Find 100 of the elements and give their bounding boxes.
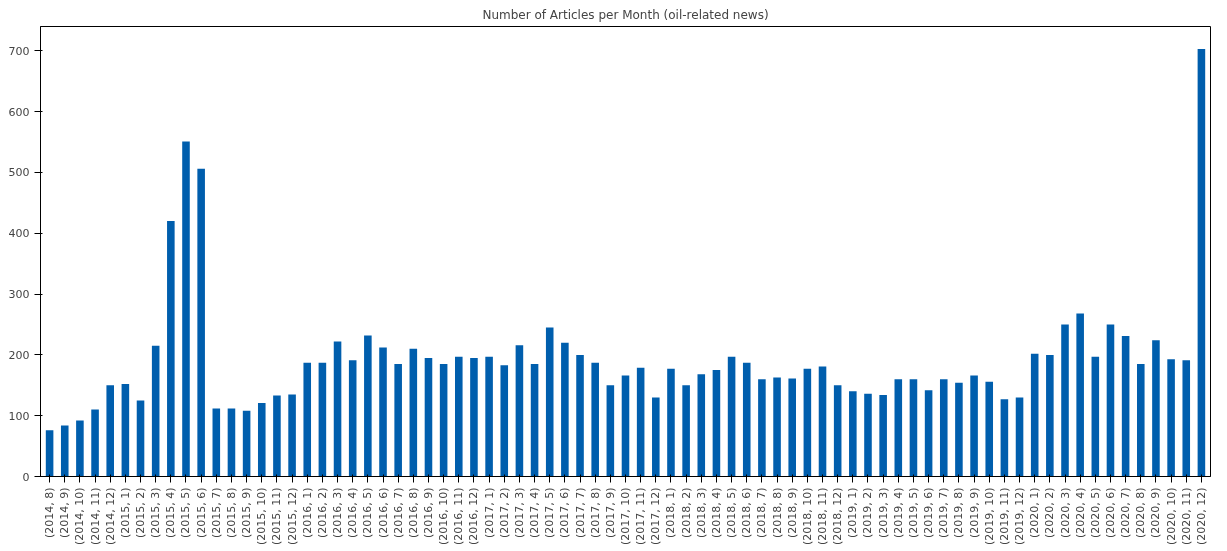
x-tick-label: (2020, 11) [1179,487,1193,546]
bar [1152,340,1160,477]
bar [545,327,554,477]
bar [485,356,493,477]
bar [849,391,857,477]
bar [1182,360,1191,477]
bar [197,168,205,477]
bar [318,362,327,477]
bar [788,378,796,477]
bar [60,425,69,477]
bar [1061,324,1069,477]
x-tick-label: (2016, 10) [437,487,451,546]
bar [636,367,645,477]
y-tick-label: 0 [22,470,30,484]
x-tick-label: (2018, 5) [725,487,739,539]
x-tick-label: (2017, 11) [634,487,648,546]
chart-title: Number of Articles per Month (oil-related news) [482,7,769,22]
bar [121,384,130,477]
x-tick-label: (2014, 8) [43,487,57,539]
x-tick-label: (2019, 10) [982,487,996,546]
x-tick-label: (2016, 6) [376,487,390,539]
bar [742,362,751,477]
bar [182,141,190,477]
bar [106,385,114,477]
x-tick-label: (2017, 2) [497,487,511,539]
x-tick-label: (2018, 11) [816,487,830,546]
x-tick-label: (2019, 3) [876,487,890,539]
x-tick-label: (2020, 5) [1088,487,1102,539]
x-tick-label: (2020, 1) [1028,487,1042,539]
bar [803,368,812,477]
bar [833,385,842,477]
x-tick-label: (2016, 2) [315,487,329,539]
bar [1000,399,1009,477]
x-tick-label: (2017, 10) [619,487,632,546]
x-tick-label: (2019, 6) [922,487,936,539]
bar [924,390,933,477]
x-tick-label: (2020, 7) [1119,487,1133,539]
x-tick-label: (2019, 2) [861,487,875,539]
bar [212,408,221,477]
x-tick-label: (2017, 5) [543,487,557,539]
x-tick-label: (2018, 4) [709,487,723,539]
x-tick-label: (2018, 1) [664,487,678,539]
bar [591,362,599,477]
x-tick-label: (2019, 7) [937,487,951,539]
x-tick-label: (2018, 12) [831,487,845,546]
x-tick-label: (2019, 12) [1013,487,1027,546]
bar [576,354,584,477]
x-tick-label: (2015, 2) [134,487,148,539]
bar [409,348,418,477]
x-tick-label: (2015, 8) [224,487,238,539]
bar [45,430,54,477]
x-tick-label: (2020, 4) [1073,487,1087,539]
x-tick-label: (2015, 4) [164,487,178,539]
bar [727,356,736,477]
bar [1167,359,1175,477]
y-tick-label: 600 [8,105,30,119]
bar [879,395,887,477]
x-tick-label: (2020, 6) [1103,487,1117,539]
x-tick-label: (2019, 1) [846,487,860,539]
x-tick-label: (2016, 7) [391,487,405,539]
x-tick-label: (2014, 10) [73,487,87,546]
x-tick-label: (2020, 2) [1043,487,1057,539]
bar [424,357,433,477]
x-tick-label: (2017, 7) [573,487,587,539]
bar [1197,49,1206,477]
x-tick-label: (2016, 8) [406,487,420,539]
bar [470,357,478,477]
bar [136,400,145,477]
x-tick-label: (2017, 12) [649,487,663,546]
bar [515,345,524,477]
y-tick-label: 400 [8,227,30,241]
bar [955,382,963,477]
bar [364,335,372,477]
x-tick-label: (2016, 9) [421,487,435,539]
x-tick-label: (2018, 2) [679,487,693,539]
x-tick-label: (2018, 3) [694,487,708,539]
x-tick-label: (2014, 11) [88,487,102,546]
y-tick-label: 300 [8,288,30,302]
x-tick-label: (2014, 12) [103,487,117,546]
bar [1137,364,1145,477]
x-tick-label: (2016, 12) [467,487,481,546]
x-tick-label: (2015, 1) [118,487,132,539]
x-tick-label: (2017, 3) [512,487,526,539]
bar [970,375,978,477]
x-tick-label: (2019, 9) [967,487,981,539]
x-tick-label: (2020, 3) [1058,487,1072,539]
bar [333,341,342,477]
bar [530,364,539,477]
x-tick-label: (2015, 6) [194,487,208,539]
bar [985,381,994,477]
bar [864,393,872,477]
y-tick-label: 700 [8,44,30,58]
x-tick-label: (2018, 6) [740,487,754,539]
bar [439,364,448,477]
bar [76,420,84,477]
x-tick-label: (2015, 11) [270,487,284,546]
x-tick-label: (2020, 8) [1134,487,1148,539]
x-tick-label: (2019, 8) [952,487,966,539]
x-tick-label: (2017, 1) [482,487,496,539]
x-tick-label: (2017, 4) [528,487,542,539]
